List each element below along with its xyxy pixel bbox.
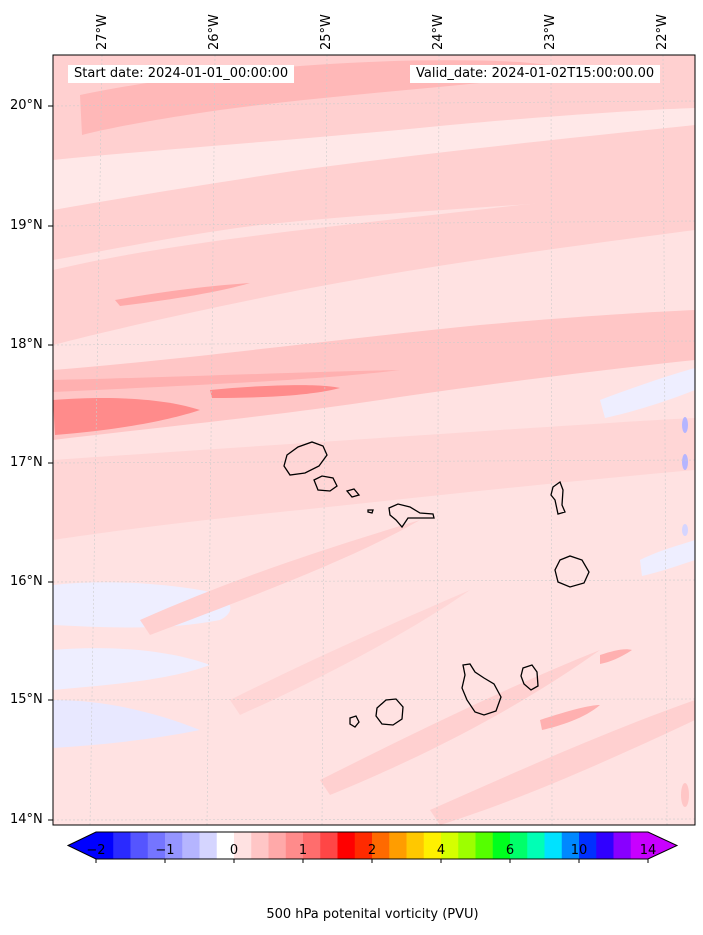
colorbar-swatch bbox=[234, 832, 252, 859]
island-santo-antao bbox=[283, 441, 328, 476]
colorbar-tick-label: 6 bbox=[505, 843, 515, 858]
colorbar-swatch bbox=[579, 832, 597, 859]
island-sao-nicolau bbox=[388, 503, 435, 529]
colorbar-swatch bbox=[389, 832, 407, 859]
island-maio bbox=[520, 664, 539, 691]
colorbar-swatch bbox=[96, 832, 114, 859]
lat-label-17n: 17°N bbox=[10, 455, 43, 470]
lat-label-19n: 19°N bbox=[10, 218, 43, 233]
colorbar-swatch bbox=[337, 832, 356, 859]
colorbar-swatch bbox=[613, 832, 632, 859]
colorbar-tick-label: −1 bbox=[155, 843, 175, 858]
island-santa-luzia bbox=[345, 488, 361, 498]
colorbar-swatch bbox=[251, 832, 269, 859]
island-boa-vista bbox=[554, 555, 590, 588]
colorbar-tick-label: 10 bbox=[570, 843, 588, 858]
colorbar-swatch bbox=[630, 832, 649, 859]
island-branco bbox=[367, 509, 374, 514]
colorbar-tick-label: 0 bbox=[229, 843, 239, 858]
colorbar-swatch bbox=[406, 832, 425, 859]
colorbar-swatch bbox=[216, 832, 235, 859]
colorbar-swatch bbox=[113, 832, 131, 859]
colorbar-swatch bbox=[147, 832, 166, 859]
start-date-label: Start date: 2024-01-01_00:00:00 bbox=[68, 65, 295, 83]
colorbar-swatch bbox=[268, 832, 287, 859]
island-sao-vicente bbox=[313, 475, 338, 492]
colorbar-tick-label: −2 bbox=[86, 843, 106, 858]
lon-label-26w: 26°W bbox=[207, 14, 222, 50]
lat-label-15n: 15°N bbox=[10, 692, 43, 707]
lon-label-27w: 27°W bbox=[95, 14, 110, 50]
colorbar-extend-max bbox=[648, 832, 677, 859]
island-sal bbox=[550, 480, 566, 515]
lat-label-16n: 16°N bbox=[10, 574, 43, 589]
island-santiago bbox=[461, 663, 502, 716]
colorbar-swatch bbox=[544, 832, 563, 859]
colorbar-swatch bbox=[561, 832, 580, 859]
colorbar-swatch bbox=[303, 832, 321, 859]
colorbar-swatch bbox=[527, 832, 545, 859]
colorbar-swatch bbox=[475, 832, 494, 859]
colorbar-swatch bbox=[492, 832, 511, 859]
lon-label-25w: 25°W bbox=[319, 14, 334, 50]
colorbar-swatch bbox=[130, 832, 149, 859]
colorbar-swatch bbox=[285, 832, 304, 859]
colorbar-tick-label: 4 bbox=[436, 843, 446, 858]
colorbar-swatch bbox=[423, 832, 442, 859]
colorbar-swatch bbox=[182, 832, 200, 859]
colorbar-swatch bbox=[441, 832, 459, 859]
lat-label-14n: 14°N bbox=[10, 812, 43, 827]
colorbar-label: 500 hPa potenital vorticity (PVU) bbox=[266, 907, 479, 922]
colorbar bbox=[66, 831, 679, 863]
island-fogo bbox=[375, 698, 404, 726]
colorbar-tick-label: 1 bbox=[298, 843, 308, 858]
lon-label-23w: 23°W bbox=[543, 14, 558, 50]
colorbar-swatch bbox=[372, 832, 390, 859]
colorbar-swatch bbox=[354, 832, 373, 859]
lon-label-22w: 22°W bbox=[655, 14, 670, 50]
colorbar-swatch bbox=[199, 832, 218, 859]
lat-label-18n: 18°N bbox=[10, 337, 43, 352]
lat-label-20n: 20°N bbox=[10, 98, 43, 113]
colorbar-tick-label: 2 bbox=[367, 843, 377, 858]
cape-verde-islands bbox=[283, 441, 590, 728]
colorbar-swatch bbox=[320, 832, 338, 859]
lon-label-24w: 24°W bbox=[431, 14, 446, 50]
colorbar-swatch bbox=[596, 832, 614, 859]
colorbar-tick-label: 14 bbox=[639, 843, 657, 858]
colorbar-swatch bbox=[458, 832, 476, 859]
colorbar-extend-min bbox=[68, 832, 96, 859]
colorbar-swatch bbox=[510, 832, 528, 859]
pv-field bbox=[53, 55, 695, 825]
island-brava bbox=[349, 715, 360, 728]
map-frame bbox=[52, 54, 696, 826]
gridlines bbox=[53, 55, 695, 825]
colorbar-swatch bbox=[165, 832, 183, 859]
valid-date-label: Valid_date: 2024-01-02T15:00:00.00 bbox=[410, 65, 661, 83]
